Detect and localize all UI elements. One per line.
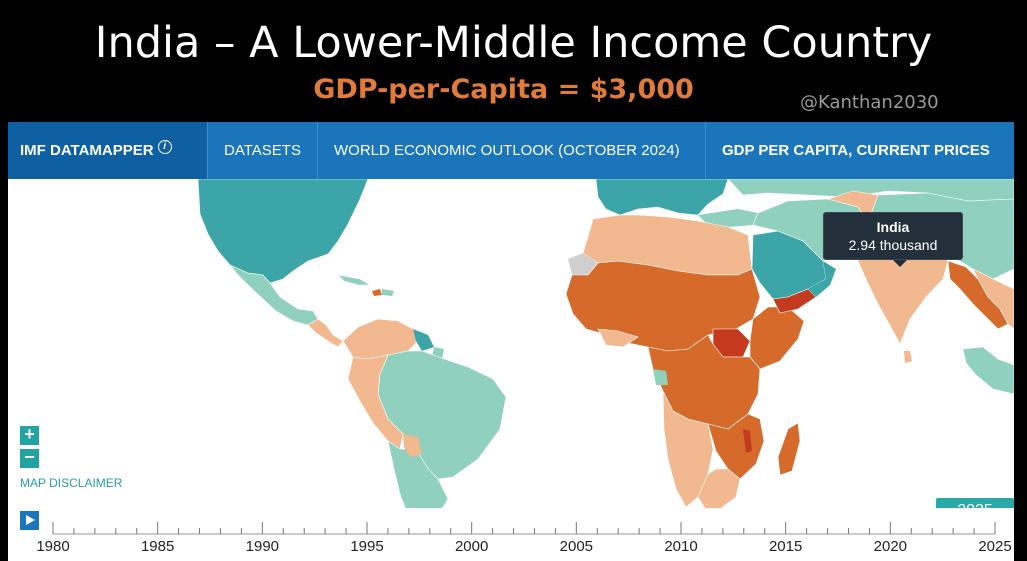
region-russia-east[interactable]: [727, 179, 1014, 202]
tooltip-pointer: [893, 260, 907, 267]
region-thailand-vietnam[interactable]: [972, 268, 1014, 330]
region-myanmar-laos[interactable]: [947, 260, 1009, 330]
region-caribbean[interactable]: [337, 274, 372, 286]
timeline-label-2025: 2025: [978, 538, 1012, 555]
datamapper-navbar: IMF DATAMAPPER i DATASETS WORLD ECONOMIC…: [8, 122, 1014, 179]
timeline-label-2010: 2010: [664, 538, 698, 555]
region-western-sahara[interactable]: [568, 253, 598, 275]
region-ghana-nigeria[interactable]: [597, 328, 639, 348]
region-malawi[interactable]: [743, 429, 752, 453]
nav-brand-label: IMF DATAMAPPER: [20, 142, 154, 159]
author-handle: @Kanthan2030: [800, 92, 939, 113]
timeline-label-2020: 2020: [873, 538, 908, 555]
region-paraguay[interactable]: [403, 434, 422, 457]
region-oman[interactable]: [808, 261, 836, 297]
region-gabon[interactable]: [653, 369, 668, 385]
tooltip-country: India: [876, 219, 910, 235]
slide-header: India – A Lower-Middle Income Country GD…: [0, 0, 1027, 122]
timeline-label-2000: 2000: [454, 538, 489, 555]
region-west-africa[interactable]: [565, 260, 761, 352]
timeline-label-1990: 1990: [245, 538, 280, 555]
nav-indicator[interactable]: GDP PER CAPITA, CURRENT PRICES: [722, 142, 990, 159]
region-europe[interactable]: [595, 179, 729, 216]
map-disclaimer-link[interactable]: MAP DISCLAIMER: [20, 476, 123, 490]
region-sri-lanka[interactable]: [904, 351, 912, 363]
timeline-axis[interactable]: [8, 508, 1014, 561]
region-north-america[interactable]: [197, 179, 369, 284]
nav-brand[interactable]: IMF DATAMAPPER i: [8, 122, 208, 179]
nav-weo-dataset[interactable]: WORLD ECONOMIC OUTLOOK (OCTOBER 2024): [318, 122, 706, 179]
slide-title: India – A Lower-Middle Income Country: [94, 18, 933, 68]
region-haiti[interactable]: [372, 289, 382, 296]
timeline-label-1985: 1985: [140, 538, 175, 555]
timeline-label-1980: 1980: [36, 538, 70, 555]
region-dominican[interactable]: [382, 289, 394, 296]
zoom-in-button[interactable]: +: [20, 425, 39, 445]
timeline-label-2005: 2005: [559, 538, 594, 555]
map-tooltip: India 2.94 thousand: [823, 212, 963, 260]
region-turkey[interactable]: [698, 209, 758, 227]
region-malaysia-indonesia[interactable]: [962, 346, 1014, 395]
imf-datamapper-frame: IMF DATAMAPPER i DATASETS WORLD ECONOMIC…: [8, 122, 1014, 561]
play-icon[interactable]: [20, 511, 39, 530]
region-madagascar[interactable]: [777, 422, 801, 476]
region-guyana[interactable]: [413, 329, 434, 351]
timeline-label-2015: 2015: [768, 538, 803, 555]
slide-subtitle: GDP-per-Capita = $3,000: [313, 74, 694, 105]
nav-datasets[interactable]: DATASETS: [208, 122, 318, 179]
zoom-out-button[interactable]: −: [20, 448, 39, 468]
region-zambia-mozambique[interactable]: [707, 413, 765, 480]
tooltip-value: 2.94 thousand: [848, 237, 938, 253]
year-timeline[interactable]: 1980 1985 1990 1995 2000 2005 2010 2015 2020 2025: [8, 508, 1014, 561]
timeline-label-1995: 1995: [350, 538, 384, 555]
info-icon[interactable]: i: [157, 139, 172, 154]
